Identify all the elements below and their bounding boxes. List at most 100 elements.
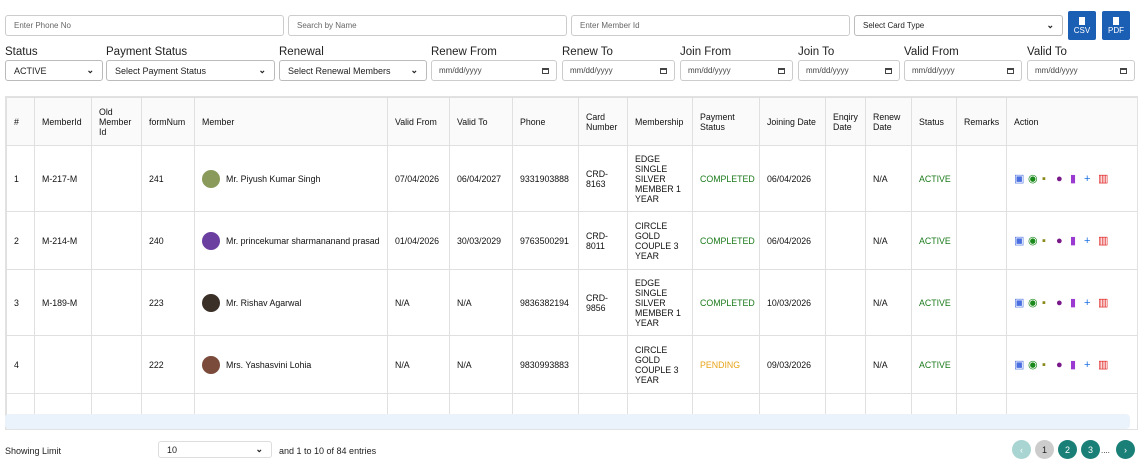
table-row: 4 222 Mrs. Yashasvini Lohia N/A N/A 983099388… xyxy=(6,335,1137,394)
calendar-icon[interactable] xyxy=(1007,67,1014,74)
cell-pay: COMPLETED xyxy=(692,269,760,336)
column-header: Valid To xyxy=(449,97,513,146)
calendar-icon[interactable] xyxy=(542,67,549,74)
edit-icon[interactable]: ▣ xyxy=(1014,172,1025,185)
view-icon[interactable]: ◉ xyxy=(1028,172,1038,185)
calendar-icon[interactable] xyxy=(660,67,667,74)
document-icon[interactable]: ▮ xyxy=(1070,234,1077,247)
column-header: Phone xyxy=(512,97,579,146)
edit-icon[interactable]: ▣ xyxy=(1014,296,1025,309)
cell-enq xyxy=(825,211,866,270)
document-icon[interactable]: ▮ xyxy=(1070,172,1077,185)
delete-icon[interactable]: ▥ xyxy=(1098,296,1109,309)
valid-to-date[interactable]: mm/dd/yyyy xyxy=(1027,60,1135,81)
cell-renew: N/A xyxy=(865,211,912,270)
prev-page-button[interactable]: ‹ xyxy=(1012,440,1031,459)
add-photo-icon[interactable]: ▪ xyxy=(1042,234,1046,247)
column-header: Joining Date xyxy=(759,97,826,146)
view-icon[interactable]: ◉ xyxy=(1028,358,1038,371)
renewal-select[interactable]: Select Renewal Members ⌄ xyxy=(279,60,427,81)
verify-icon[interactable]: ● xyxy=(1056,234,1063,247)
member-id-input[interactable]: Enter Member Id xyxy=(571,15,850,36)
page-3-button[interactable]: 3 xyxy=(1081,440,1100,459)
column-header: formNum xyxy=(141,97,195,146)
delete-icon[interactable]: ▥ xyxy=(1098,172,1109,185)
delete-icon[interactable]: ▥ xyxy=(1098,234,1109,247)
cell-remarks xyxy=(956,335,1007,394)
chevron-down-icon: ⌄ xyxy=(86,65,94,75)
avatar xyxy=(202,231,220,250)
cell-membership: EDGE SINGLE SILVER MEMBER 1 YEAR xyxy=(627,145,693,212)
add-icon[interactable]: + xyxy=(1084,172,1091,185)
members-table: # MemberId Old Member Id formNum Member Valid… xyxy=(5,96,1138,430)
cell-vf: 07/04/2026 xyxy=(387,145,450,212)
add-icon[interactable]: + xyxy=(1084,296,1091,309)
limit-value: 10 xyxy=(167,444,178,455)
verify-icon[interactable]: ● xyxy=(1056,358,1063,371)
join-to-date[interactable]: mm/dd/yyyy xyxy=(798,60,900,81)
status-select[interactable]: ACTIVE ⌄ xyxy=(5,60,103,81)
table-row: 2 M-214-M 240 Mr. princekumar sharmananand … xyxy=(6,211,1137,270)
phone-input[interactable]: Enter Phone No xyxy=(5,15,284,36)
view-icon[interactable]: ◉ xyxy=(1028,296,1038,309)
date-placeholder: mm/dd/yyyy xyxy=(1035,66,1078,75)
file-icon xyxy=(1113,16,1119,25)
name-search-input[interactable]: Search by Name xyxy=(288,15,567,36)
date-placeholder: mm/dd/yyyy xyxy=(439,66,482,75)
verify-icon[interactable]: ● xyxy=(1056,172,1063,185)
cell-pay: PENDING xyxy=(692,335,760,394)
cell-enq xyxy=(825,269,866,336)
add-photo-icon[interactable]: ▪ xyxy=(1042,172,1046,185)
date-placeholder: mm/dd/yyyy xyxy=(806,66,849,75)
column-header: Member xyxy=(194,97,388,146)
limit-select[interactable]: 10 ⌄ xyxy=(158,441,272,458)
document-icon[interactable]: ▮ xyxy=(1070,296,1077,309)
page-1-button[interactable]: 1 xyxy=(1035,440,1054,459)
csv-button[interactable]: CSV xyxy=(1068,11,1096,40)
column-header: Action xyxy=(1006,97,1137,146)
cell-action: ▣◉ ▪ ● ▮ + ▥ xyxy=(1006,269,1137,336)
calendar-icon[interactable] xyxy=(1120,67,1127,74)
cell-card: CRD-9856 xyxy=(578,269,628,336)
valid-from-date[interactable]: mm/dd/yyyy xyxy=(904,60,1022,81)
add-photo-icon[interactable]: ▪ xyxy=(1042,296,1046,309)
renew-from-date[interactable]: mm/dd/yyyy xyxy=(431,60,557,81)
column-header: Membership xyxy=(627,97,693,146)
member-name: Mr. Rishav Agarwal xyxy=(226,297,302,308)
cell-form: 241 xyxy=(141,145,195,212)
cell-enq xyxy=(825,335,866,394)
join-to-label: Join To xyxy=(798,46,835,58)
next-page-button[interactable]: › xyxy=(1116,440,1135,459)
edit-icon[interactable]: ▣ xyxy=(1014,234,1025,247)
cell-old xyxy=(91,145,142,212)
pdf-button[interactable]: PDF xyxy=(1102,11,1130,40)
delete-icon[interactable]: ▥ xyxy=(1098,358,1109,371)
cell-join: 09/03/2026 xyxy=(759,335,826,394)
renewal-label: Renewal xyxy=(279,46,324,58)
join-from-date[interactable]: mm/dd/yyyy xyxy=(680,60,793,81)
column-header: # xyxy=(6,97,35,146)
calendar-icon[interactable] xyxy=(778,67,785,74)
file-icon xyxy=(1079,16,1085,25)
cell-pay: COMPLETED xyxy=(692,211,760,270)
page-2-button[interactable]: 2 xyxy=(1058,440,1077,459)
verify-icon[interactable]: ● xyxy=(1056,296,1063,309)
payment-status-select[interactable]: Select Payment Status ⌄ xyxy=(106,60,275,81)
add-icon[interactable]: + xyxy=(1084,234,1091,247)
renew-from-label: Renew From xyxy=(431,46,497,58)
cell-card: CRD-8011 xyxy=(578,211,628,270)
column-header: Remarks xyxy=(956,97,1007,146)
csv-label: CSV xyxy=(1073,25,1091,35)
renew-to-date[interactable]: mm/dd/yyyy xyxy=(562,60,675,81)
card-type-select[interactable]: Select Card Type ⌄ xyxy=(854,15,1063,36)
edit-icon[interactable]: ▣ xyxy=(1014,358,1025,371)
chevron-down-icon: ⌄ xyxy=(1046,20,1054,30)
cell-status: ACTIVE xyxy=(911,269,957,336)
add-photo-icon[interactable]: ▪ xyxy=(1042,358,1046,371)
calendar-icon[interactable] xyxy=(885,67,892,74)
view-icon[interactable]: ◉ xyxy=(1028,234,1038,247)
entries-info: and 1 to 10 of 84 entries xyxy=(279,446,377,456)
add-icon[interactable]: + xyxy=(1084,358,1091,371)
document-icon[interactable]: ▮ xyxy=(1070,358,1077,371)
horizontal-scrollbar[interactable] xyxy=(5,414,1130,429)
